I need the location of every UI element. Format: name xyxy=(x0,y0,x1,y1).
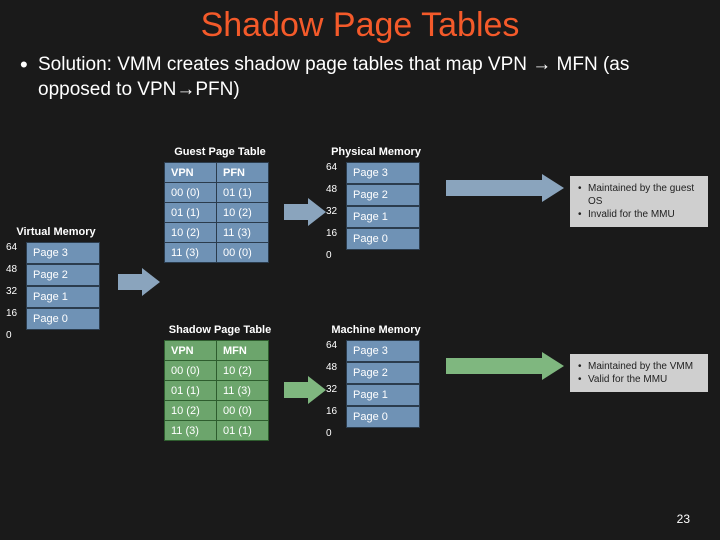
shadow-page-table-grid: VPNMFN00 (0)10 (2)01 (1)11 (3)10 (2)00 (… xyxy=(164,340,269,441)
diagram-area: Virtual Memory 64Page 348Page 232Page 11… xyxy=(0,118,720,538)
table-header: PFN xyxy=(217,163,269,183)
mem-tick: 32 xyxy=(6,286,26,308)
arrow-vm-to-gpt xyxy=(118,268,160,296)
table-cell: 00 (0) xyxy=(217,243,269,263)
mem-tick: 16 xyxy=(6,308,26,330)
table-cell: 01 (1) xyxy=(217,183,269,203)
mem-tick: 16 xyxy=(326,228,346,250)
table-cell: 10 (2) xyxy=(217,203,269,223)
virtual-memory-title: Virtual Memory xyxy=(6,226,106,238)
mem-cell: Page 0 xyxy=(346,228,420,250)
note-text: Invalid for the MMU xyxy=(588,208,700,221)
bullet-text: Solution: VMM creates shadow page tables… xyxy=(0,45,720,102)
mem-cell: Page 3 xyxy=(346,162,420,184)
note-text: Valid for the MMU xyxy=(588,373,700,386)
arrow-pm-to-note xyxy=(446,174,564,202)
mem-tick: 32 xyxy=(326,384,346,406)
slide-number: 23 xyxy=(677,512,690,526)
slide-title: Shadow Page Tables xyxy=(0,0,720,45)
mem-cell: Page 1 xyxy=(346,206,420,228)
note-text: Maintained by the VMM xyxy=(588,360,700,373)
mem-tick: 64 xyxy=(326,340,346,362)
mem-cell: Page 2 xyxy=(26,264,100,286)
mem-tick: 48 xyxy=(6,264,26,286)
mem-tick: 0 xyxy=(326,250,346,261)
physical-memory-title: Physical Memory xyxy=(326,146,426,158)
note-bullet: • xyxy=(578,182,588,208)
mem-cell: Page 3 xyxy=(26,242,100,264)
table-cell: 11 (3) xyxy=(165,243,217,263)
mem-tick: 0 xyxy=(6,330,26,341)
guest-page-table-title: Guest Page Table xyxy=(164,146,276,158)
mem-tick: 64 xyxy=(326,162,346,184)
guest-page-table: Guest Page Table VPNPFN00 (0)01 (1)01 (1… xyxy=(164,146,276,263)
mem-tick: 0 xyxy=(326,428,346,439)
mem-cell: Page 2 xyxy=(346,184,420,206)
mem-tick: 16 xyxy=(326,406,346,428)
mem-tick: 64 xyxy=(6,242,26,264)
mem-cell: Page 0 xyxy=(26,308,100,330)
note-text: Maintained by the guest OS xyxy=(588,182,700,208)
table-header: VPN xyxy=(165,163,217,183)
table-cell: 11 (3) xyxy=(217,223,269,243)
table-header: VPN xyxy=(165,341,217,361)
table-cell: 11 (3) xyxy=(217,381,269,401)
mem-cell: Page 0 xyxy=(346,406,420,428)
table-cell: 01 (1) xyxy=(165,381,217,401)
arrow-mm-to-note xyxy=(446,352,564,380)
table-cell: 00 (0) xyxy=(217,401,269,421)
shadow-page-table: Shadow Page Table VPNMFN00 (0)10 (2)01 (… xyxy=(164,324,276,441)
physical-memory-block: Physical Memory 64Page 348Page 232Page 1… xyxy=(326,146,426,261)
mem-tick: 48 xyxy=(326,362,346,384)
table-cell: 11 (3) xyxy=(165,421,217,441)
machine-memory-title: Machine Memory xyxy=(326,324,426,336)
table-cell: 00 (0) xyxy=(165,183,217,203)
shadow-page-table-title: Shadow Page Table xyxy=(164,324,276,336)
mem-cell: Page 1 xyxy=(346,384,420,406)
mem-tick: 32 xyxy=(326,206,346,228)
arrow-spt-to-mm xyxy=(284,376,326,404)
note-guest-os: •Maintained by the guest OS•Invalid for … xyxy=(570,176,708,227)
table-cell: 10 (2) xyxy=(217,361,269,381)
machine-memory-block: Machine Memory 64Page 348Page 232Page 11… xyxy=(326,324,426,439)
table-cell: 01 (1) xyxy=(165,203,217,223)
mem-cell: Page 2 xyxy=(346,362,420,384)
table-cell: 10 (2) xyxy=(165,223,217,243)
mem-cell: Page 1 xyxy=(26,286,100,308)
virtual-memory-block: Virtual Memory 64Page 348Page 232Page 11… xyxy=(6,226,106,341)
note-bullet: • xyxy=(578,360,588,373)
note-vmm: •Maintained by the VMM•Valid for the MMU xyxy=(570,354,708,392)
note-bullet: • xyxy=(578,208,588,221)
mem-tick: 48 xyxy=(326,184,346,206)
note-bullet: • xyxy=(578,373,588,386)
table-cell: 01 (1) xyxy=(217,421,269,441)
table-cell: 10 (2) xyxy=(165,401,217,421)
table-cell: 00 (0) xyxy=(165,361,217,381)
arrow-gpt-to-pm xyxy=(284,198,326,226)
guest-page-table-grid: VPNPFN00 (0)01 (1)01 (1)10 (2)10 (2)11 (… xyxy=(164,162,269,263)
mem-cell: Page 3 xyxy=(346,340,420,362)
table-header: MFN xyxy=(217,341,269,361)
